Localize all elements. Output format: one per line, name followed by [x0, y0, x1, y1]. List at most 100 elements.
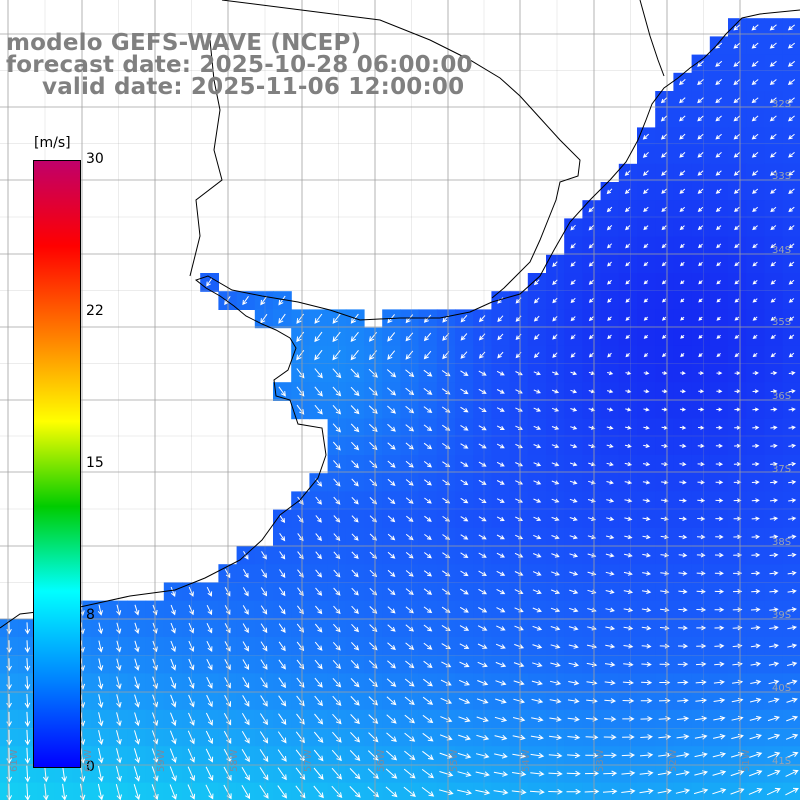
- wind-arrow: [604, 716, 617, 722]
- wind-arrow: [351, 533, 359, 541]
- wind-arrow: [584, 770, 600, 777]
- wind-arrow: [715, 152, 722, 158]
- wind-arrow: [532, 662, 543, 668]
- wind-arrow: [605, 607, 615, 613]
- wind-arrow: [350, 386, 360, 397]
- wind-arrow: [642, 170, 649, 176]
- wind-arrow: [314, 695, 323, 707]
- wind-arrow: [750, 625, 761, 631]
- wind-arrow: [552, 352, 558, 358]
- wind-arrow: [715, 97, 723, 104]
- wind-arrow: [459, 661, 470, 668]
- wind-arrow: [568, 607, 579, 613]
- wind-arrow: [585, 734, 599, 741]
- wind-arrow: [788, 425, 796, 430]
- wind-arrow: [552, 334, 558, 340]
- lat-label: 33S: [772, 171, 792, 182]
- wind-arrow: [787, 24, 796, 31]
- wind-arrow: [770, 298, 776, 303]
- wind-arrow: [460, 443, 469, 449]
- wind-arrow: [169, 784, 177, 800]
- wind-arrow: [351, 551, 359, 560]
- wind-arrow: [660, 115, 668, 122]
- wind-arrow: [170, 712, 177, 727]
- wind-arrow: [476, 716, 489, 723]
- wind-arrow: [205, 784, 214, 800]
- wind-arrow: [368, 423, 378, 433]
- wind-arrow: [369, 642, 378, 651]
- lon-label: 52W: [668, 749, 679, 772]
- wind-arrow: [676, 752, 690, 758]
- wind-arrow: [750, 679, 762, 685]
- wind-arrow: [423, 406, 433, 414]
- wind-arrow: [770, 371, 778, 376]
- wind-arrow: [605, 553, 615, 558]
- wind-arrow: [769, 607, 779, 613]
- wind-arrow: [767, 751, 781, 759]
- lon-label: 60W: [83, 749, 94, 772]
- wind-arrow: [277, 731, 287, 744]
- wind-arrow: [277, 749, 287, 762]
- wind-arrow: [457, 789, 473, 796]
- colorbar-tick-8: 8: [86, 607, 95, 623]
- wind-arrow: [751, 498, 760, 503]
- wind-arrow: [661, 280, 667, 285]
- wind-arrow: [6, 693, 12, 709]
- wind-arrow: [424, 497, 432, 504]
- wind-arrow: [405, 533, 414, 541]
- wind-arrow: [788, 498, 797, 503]
- wind-arrow: [24, 693, 31, 709]
- wind-arrow: [478, 461, 487, 467]
- wind-arrow: [715, 443, 723, 449]
- wind-arrow: [368, 368, 378, 378]
- wind-arrow: [496, 570, 506, 576]
- wind-arrow: [368, 678, 378, 688]
- wind-arrow: [533, 352, 540, 359]
- wind-arrow: [641, 661, 652, 667]
- wind-arrow: [550, 589, 561, 595]
- wind-arrow: [368, 387, 378, 396]
- wind-arrow: [606, 407, 614, 412]
- wind-arrow: [259, 731, 269, 744]
- wind-arrow: [368, 660, 378, 669]
- wind-arrow: [496, 370, 505, 376]
- wind-arrow: [787, 570, 797, 576]
- wind-arrow: [24, 640, 31, 653]
- wind-arrow: [369, 460, 378, 469]
- wind-arrow: [496, 516, 505, 522]
- wind-arrow: [679, 225, 685, 231]
- wind-arrow: [296, 331, 305, 343]
- wind-arrow: [698, 371, 705, 376]
- wind-arrow: [460, 497, 469, 504]
- wind-arrow: [205, 730, 213, 745]
- wind-arrow: [423, 387, 433, 395]
- wind-arrow: [751, 570, 761, 576]
- wind-arrow: [770, 480, 778, 485]
- wind-arrow: [751, 534, 761, 540]
- wind-arrow: [169, 730, 177, 745]
- lat-label: 34S: [772, 245, 792, 256]
- wind-arrow: [188, 658, 195, 671]
- wind-arrow: [494, 753, 508, 759]
- wind-arrow: [169, 748, 177, 763]
- wind-arrow: [188, 694, 195, 708]
- wind-arrow: [624, 443, 632, 448]
- wind-arrow: [512, 752, 527, 759]
- wind-arrow: [97, 622, 104, 635]
- wind-arrow: [606, 243, 613, 249]
- wind-arrow: [260, 313, 268, 324]
- wind-arrow: [423, 606, 433, 614]
- wind-arrow: [478, 516, 487, 522]
- wind-arrow: [423, 552, 432, 559]
- lon-label: 59W: [156, 749, 167, 772]
- wind-arrow: [512, 716, 526, 722]
- wind-arrow: [278, 713, 287, 725]
- wind-arrow: [423, 624, 433, 632]
- wind-arrow: [496, 480, 505, 485]
- wind-arrow: [313, 731, 324, 744]
- wind-arrow: [242, 587, 249, 597]
- wind-arrow: [533, 498, 542, 503]
- wind-arrow: [205, 748, 214, 763]
- wind-arrow: [569, 462, 578, 467]
- wind-arrow: [770, 407, 778, 412]
